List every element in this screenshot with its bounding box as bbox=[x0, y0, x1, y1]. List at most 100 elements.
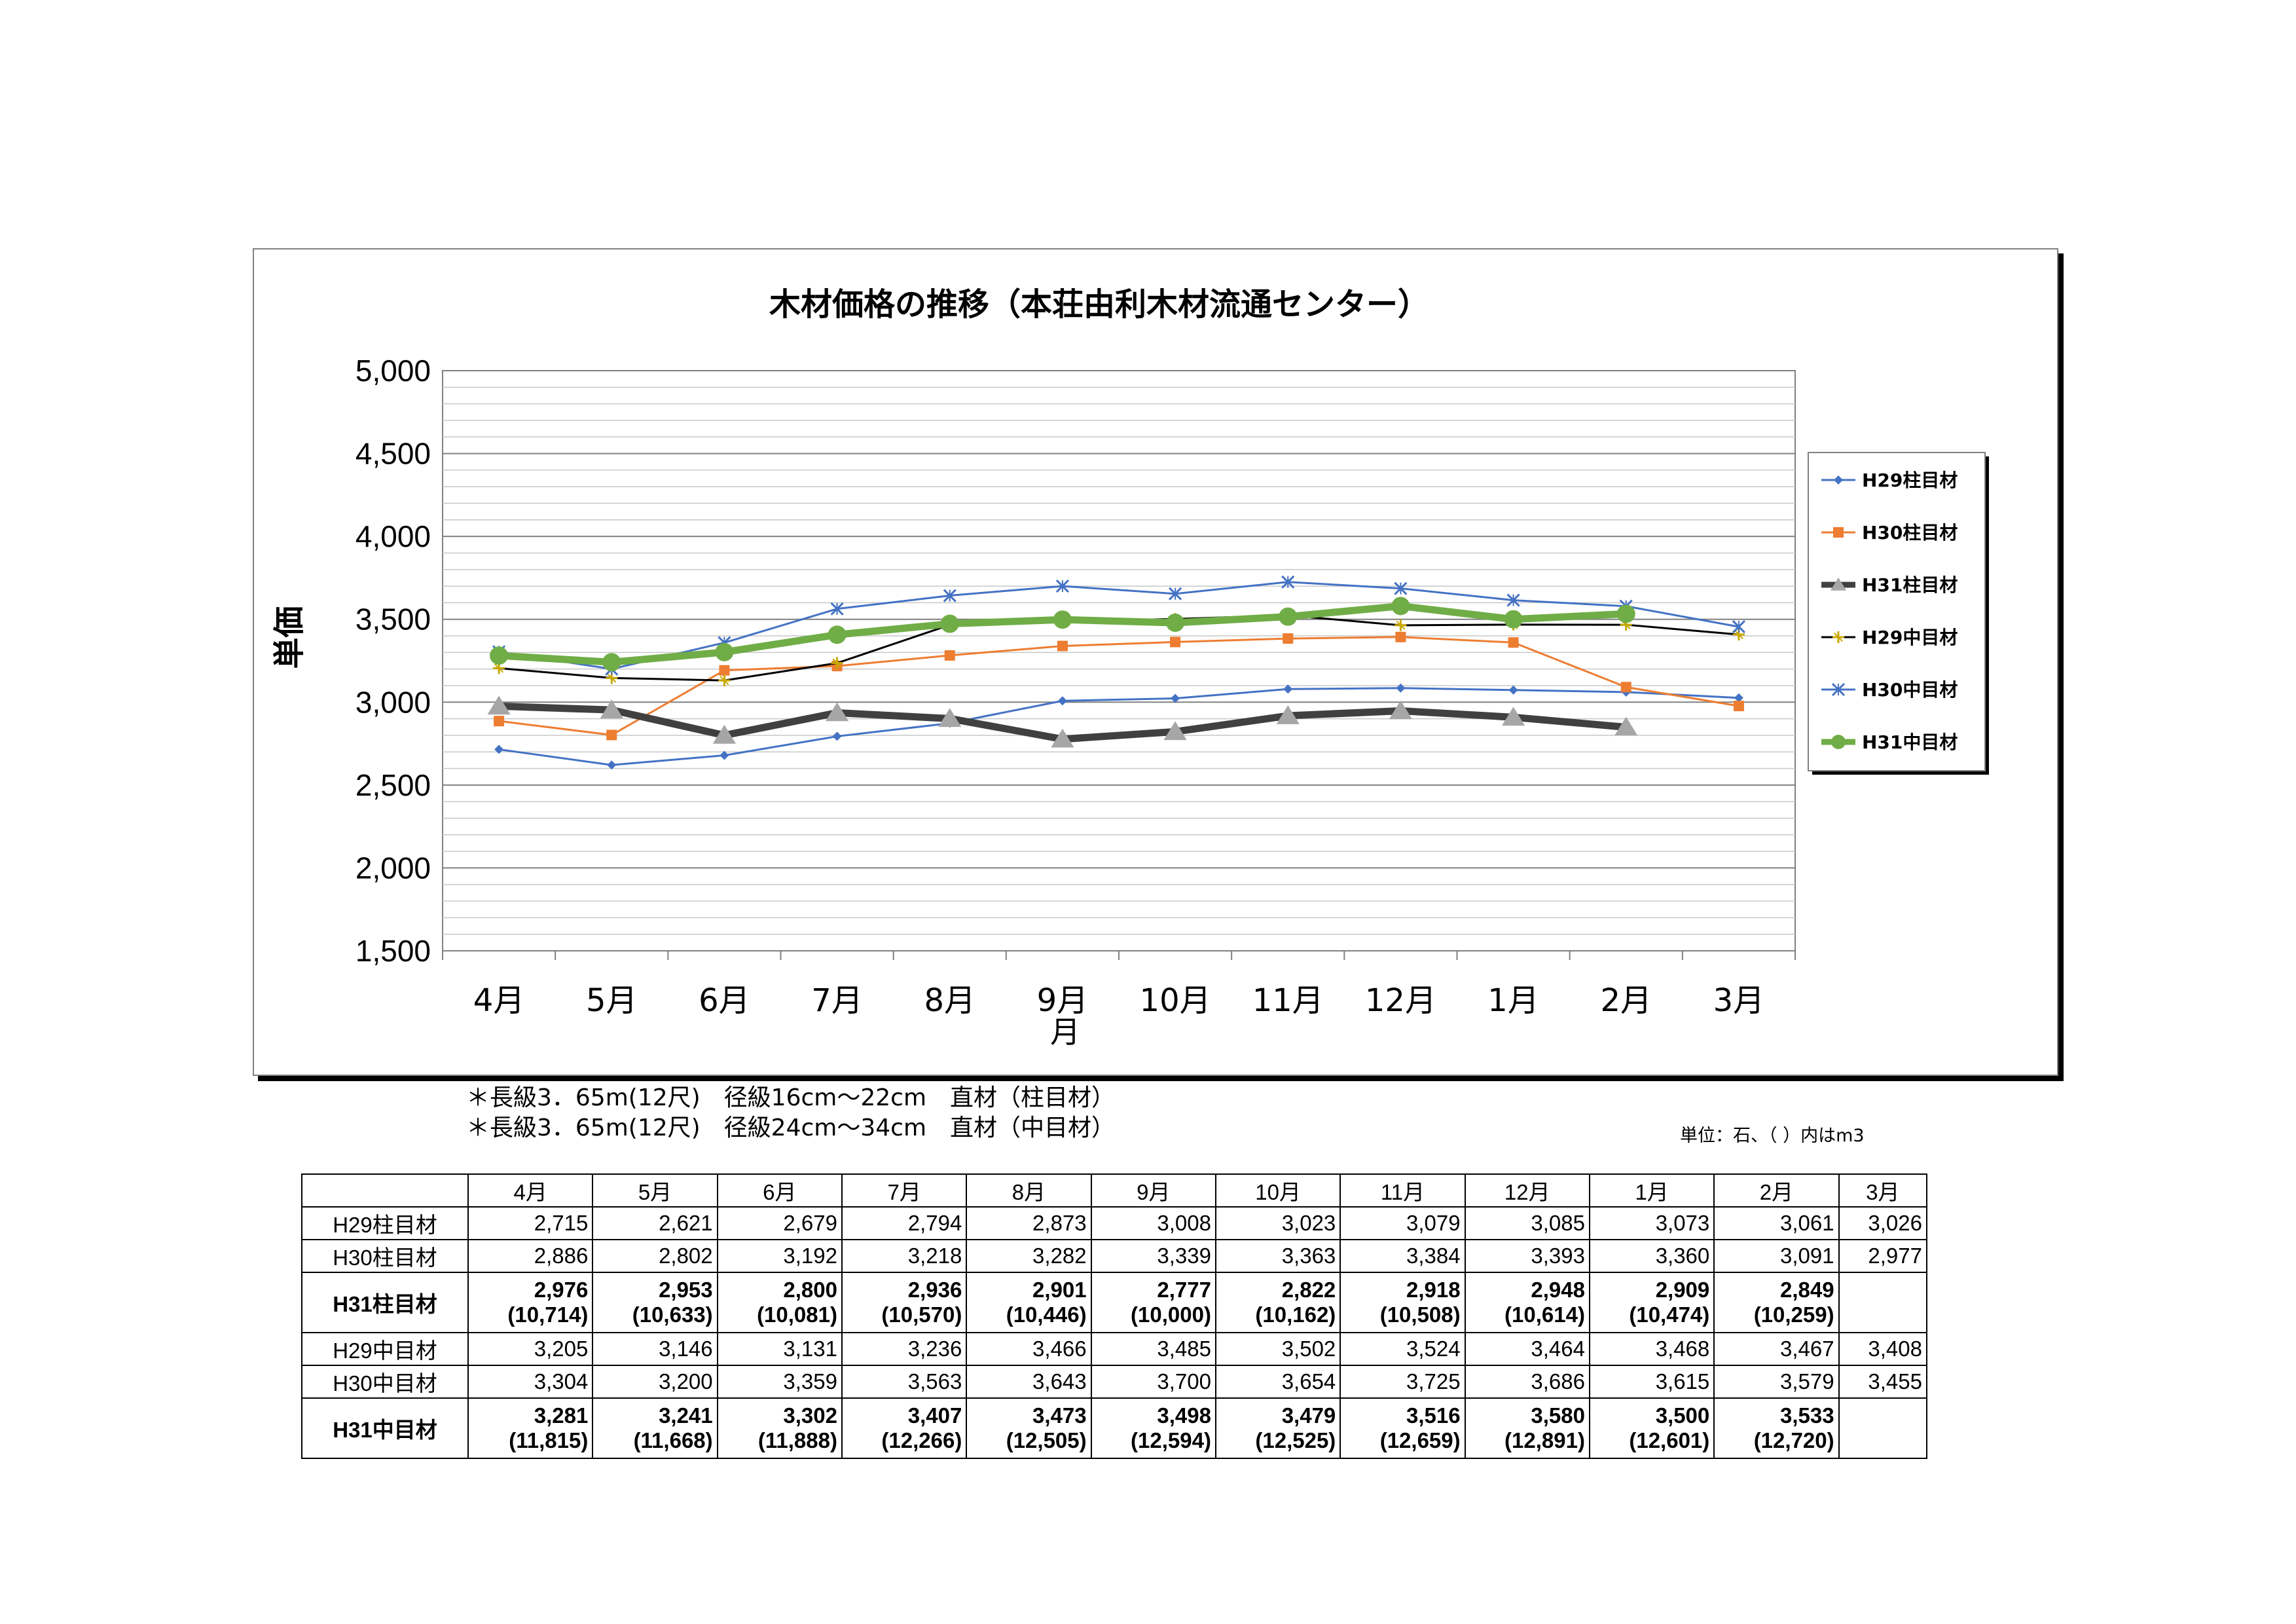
table-cell: 2,936 (10,570) bbox=[841, 1272, 968, 1333]
data-point bbox=[494, 716, 505, 727]
data-point bbox=[832, 731, 842, 741]
legend-box bbox=[1808, 452, 1986, 771]
table-cell: 3,026 bbox=[1838, 1206, 1928, 1240]
table-cell-value: 3,091 bbox=[1780, 1244, 1834, 1268]
data-point bbox=[1732, 620, 1745, 634]
table-cell-value: 2,948 bbox=[1531, 1278, 1585, 1302]
table-cell-value: 2,901 bbox=[1032, 1278, 1087, 1302]
table-cell-value: 3,516 bbox=[1406, 1403, 1461, 1428]
table-cell-m3-value: (10,614) bbox=[1504, 1302, 1585, 1327]
data-point bbox=[1171, 693, 1180, 703]
data-point bbox=[600, 699, 623, 718]
y-tick-label: 4,500 bbox=[355, 437, 431, 471]
table-header-cell: 3月 bbox=[1838, 1173, 1928, 1208]
table-cell-value: 2,679 bbox=[783, 1211, 837, 1235]
x-tick-label: 4月 bbox=[473, 982, 525, 1019]
table-cell: 3,467 bbox=[1713, 1332, 1840, 1366]
table-cell: 2,948 (10,614) bbox=[1464, 1272, 1590, 1333]
table-cell: 3,700 bbox=[1090, 1365, 1216, 1399]
unit-label: 単位：石、（ ）内はm3 bbox=[1680, 1126, 1865, 1146]
table-cell-m3-value: (10,081) bbox=[757, 1302, 837, 1327]
data-point-stroke bbox=[832, 658, 842, 668]
y-tick-label: 3,500 bbox=[355, 602, 431, 637]
table-header-cell: 4月 bbox=[467, 1173, 594, 1208]
table-cell-value: 3,304 bbox=[534, 1369, 589, 1393]
y-tick-label: 2,000 bbox=[355, 851, 431, 885]
notes: ＊長級3．65m(12尺) 径級16cm～22cm 直材（柱目材） ＊長級3．6… bbox=[466, 1083, 1115, 1143]
data-point bbox=[831, 657, 843, 669]
table-cell: 3,302 (11,888) bbox=[716, 1397, 843, 1459]
table-cell-value: 3,359 bbox=[783, 1369, 837, 1393]
table-header-cell: 5月 bbox=[592, 1173, 718, 1208]
table-cell: 3,241 (11,668) bbox=[592, 1397, 718, 1459]
table-cell-value: 3,205 bbox=[534, 1337, 589, 1361]
table-cell-value: 3,360 bbox=[1655, 1244, 1710, 1268]
legend-marker bbox=[1831, 735, 1846, 749]
table-cell-value: 2,800 bbox=[783, 1278, 837, 1302]
table-cell-m3-value: (11,668) bbox=[633, 1428, 713, 1452]
x-tick-label: 8月 bbox=[924, 982, 975, 1019]
table-cell: 3,615 bbox=[1588, 1365, 1715, 1399]
table-cell-value: 2,976 bbox=[534, 1278, 589, 1302]
table-cell: 2,822 (10,162) bbox=[1214, 1272, 1341, 1333]
table-cell-value: 3,615 bbox=[1655, 1369, 1710, 1393]
table-row: H30中目材 3,304 3,200 3,359 3,563 3,643 3,700 3,65… bbox=[301, 1365, 1928, 1399]
table-cell: 2,901 (10,446) bbox=[966, 1272, 1092, 1333]
table-cell: 3,533 (12,720) bbox=[1713, 1397, 1840, 1459]
table-cell-value: 3,407 bbox=[907, 1403, 962, 1428]
table-cell: 3,502 bbox=[1214, 1332, 1341, 1366]
table-cell: 3,085 bbox=[1464, 1206, 1590, 1240]
table-cell-value: 3,579 bbox=[1780, 1369, 1834, 1393]
table-cell-m3-value: (10,162) bbox=[1255, 1302, 1336, 1327]
table-cell-m3-value: (11,815) bbox=[509, 1428, 589, 1452]
table-cell: 3,192 bbox=[716, 1239, 843, 1273]
table-cell: 3,384 bbox=[1339, 1239, 1466, 1273]
table-cell-m3-value: (12,720) bbox=[1753, 1428, 1834, 1452]
table-cell-m3-value: (12,505) bbox=[1006, 1428, 1087, 1452]
table-cell bbox=[1838, 1272, 1928, 1333]
data-point bbox=[828, 625, 847, 644]
legend-label: H30中目材 bbox=[1862, 679, 1958, 701]
table-cell-value: 3,026 bbox=[1868, 1211, 1922, 1235]
table-cell-m3-value: (10,446) bbox=[1006, 1302, 1087, 1327]
table-cell: 3,473 (12,505) bbox=[966, 1397, 1092, 1459]
table-cell: 3,524 bbox=[1339, 1332, 1466, 1366]
table-cell: 2,800 (10,081) bbox=[716, 1272, 843, 1333]
table-cell-value: 3,008 bbox=[1157, 1211, 1211, 1235]
series-line-H30柱目材 bbox=[498, 636, 1740, 736]
table-cell-value: 3,282 bbox=[1032, 1244, 1087, 1268]
table-cell: 3,200 bbox=[592, 1365, 718, 1399]
x-tick-label: 7月 bbox=[811, 982, 863, 1019]
x-tick-label: 2月 bbox=[1600, 982, 1652, 1019]
table-cell: 3,393 bbox=[1464, 1239, 1590, 1273]
table-cell: 3,363 bbox=[1214, 1239, 1341, 1273]
legend-label: H29柱目材 bbox=[1862, 470, 1958, 491]
table-cell-m3-value: (12,891) bbox=[1504, 1428, 1585, 1452]
table-cell-value: 3,533 bbox=[1780, 1403, 1834, 1428]
table-cell: 3,339 bbox=[1090, 1239, 1216, 1273]
data-point bbox=[1508, 637, 1519, 648]
table-cell: 3,359 bbox=[716, 1365, 843, 1399]
data-point-stroke bbox=[720, 676, 729, 686]
table-cell-value: 3,464 bbox=[1531, 1337, 1585, 1361]
table-header-cell: 8月 bbox=[966, 1173, 1092, 1208]
table-cell-value: 3,700 bbox=[1157, 1369, 1211, 1393]
table-cell-value: 2,918 bbox=[1406, 1278, 1461, 1302]
chart-frame: 木材価格の推移（本荘由利木材流通センター） 1,500 2,000 2,500 3,00… bbox=[253, 248, 2058, 1076]
data-point bbox=[1281, 575, 1295, 589]
table-row: H29中目材 3,205 3,146 3,131 3,236 3,466 3,485 3,50… bbox=[301, 1332, 1928, 1366]
table-cell-value: 3,302 bbox=[783, 1403, 837, 1428]
table-cell-m3-value: (10,474) bbox=[1629, 1302, 1710, 1327]
table-cell: 3,466 bbox=[966, 1332, 1092, 1366]
x-tick-label: 11月 bbox=[1252, 982, 1324, 1019]
data-point bbox=[718, 674, 731, 687]
data-point bbox=[1734, 693, 1743, 703]
data-point bbox=[1051, 728, 1074, 748]
table-cell: 3,304 bbox=[467, 1365, 594, 1399]
table-cell-m3-value: (12,659) bbox=[1379, 1428, 1461, 1452]
data-point bbox=[490, 646, 509, 665]
table-cell-value: 2,621 bbox=[659, 1211, 713, 1235]
legend-marker bbox=[1830, 578, 1847, 591]
table-cell: 3,479 (12,525) bbox=[1214, 1397, 1341, 1459]
data-point bbox=[938, 708, 962, 728]
